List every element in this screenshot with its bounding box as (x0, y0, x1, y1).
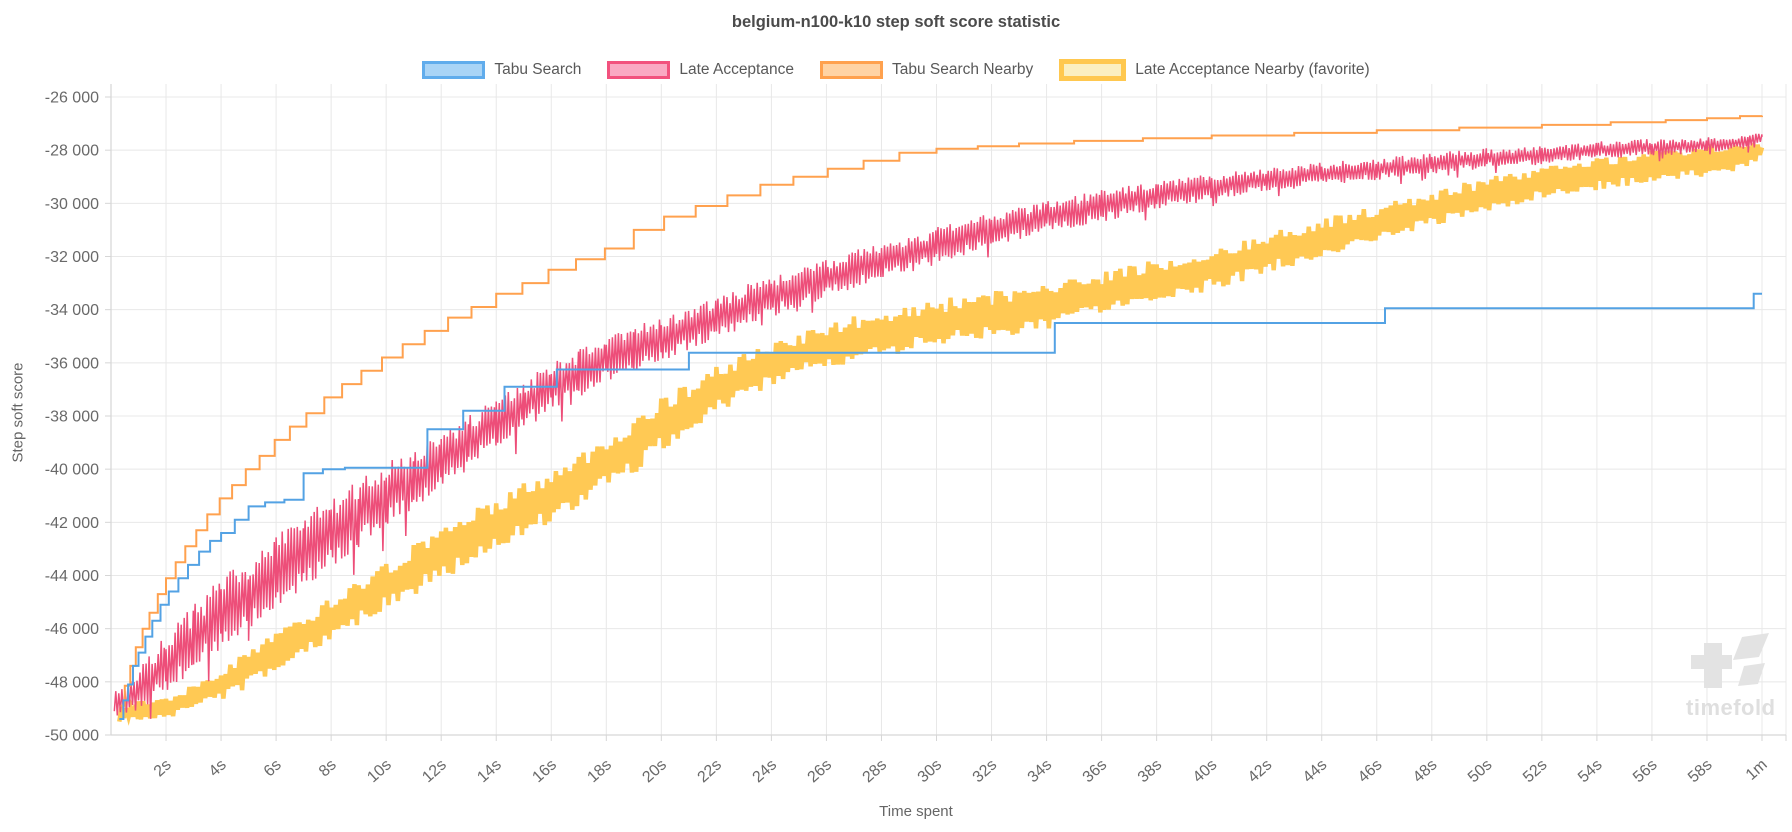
svg-text:4s: 4s (206, 756, 230, 780)
series-tabu-search-nearby (120, 115, 1763, 707)
legend-label: Tabu Search (494, 61, 582, 78)
svg-text:20s: 20s (639, 756, 670, 786)
axis-lines (105, 84, 1787, 741)
svg-text:-50 000: -50 000 (45, 728, 99, 745)
svg-text:10s: 10s (364, 756, 395, 786)
svg-text:-34 000: -34 000 (45, 302, 99, 319)
svg-text:1m: 1m (1743, 756, 1771, 784)
svg-text:-36 000: -36 000 (45, 355, 99, 372)
svg-text:22s: 22s (694, 756, 725, 786)
legend-item-late-acceptance[interactable]: Late Acceptance (607, 61, 794, 79)
svg-text:56s: 56s (1630, 756, 1661, 786)
watermark-label: timefold (1686, 695, 1776, 720)
chart-title: belgium-n100-k10 step soft score statist… (731, 13, 1061, 31)
svg-text:28s: 28s (860, 756, 891, 786)
timefold-logo-icon (1691, 633, 1769, 688)
svg-text:-40 000: -40 000 (45, 462, 99, 479)
svg-text:12s: 12s (419, 756, 450, 786)
svg-text:36s: 36s (1080, 756, 1111, 786)
svg-text:14s: 14s (474, 756, 505, 786)
legend-item-tabu-search[interactable]: Tabu Search (422, 61, 581, 79)
svg-text:-28 000: -28 000 (45, 143, 99, 160)
svg-text:54s: 54s (1575, 756, 1606, 786)
svg-text:-32 000: -32 000 (45, 249, 99, 266)
x-axis-title: Time spent (879, 803, 953, 820)
svg-text:-42 000: -42 000 (45, 515, 99, 532)
legend-label: Late Acceptance (679, 61, 794, 78)
chart-legend: Tabu Search Late Acceptance Tabu Search Ne… (0, 59, 1792, 81)
svg-text:40s: 40s (1190, 756, 1221, 786)
svg-text:44s: 44s (1300, 756, 1331, 786)
svg-text:50s: 50s (1465, 756, 1496, 786)
svg-text:-44 000: -44 000 (45, 568, 99, 585)
legend-label: Tabu Search Nearby (891, 61, 1034, 78)
svg-text:48s: 48s (1410, 756, 1441, 786)
svg-text:8s: 8s (316, 756, 340, 780)
svg-text:-38 000: -38 000 (45, 409, 99, 426)
svg-text:34s: 34s (1025, 756, 1056, 786)
svg-text:2s: 2s (151, 756, 175, 780)
legend-label: Late Acceptance Nearby (favorite) (1135, 61, 1370, 78)
svg-text:24s: 24s (750, 756, 781, 786)
svg-text:32s: 32s (970, 756, 1001, 786)
y-axis-title: Step soft score (9, 362, 27, 463)
svg-text:26s: 26s (805, 756, 836, 786)
svg-text:-48 000: -48 000 (45, 674, 99, 691)
svg-text:-30 000: -30 000 (45, 196, 99, 213)
svg-text:-26 000: -26 000 (45, 90, 99, 107)
svg-text:52s: 52s (1520, 756, 1551, 786)
legend-swatch-icon (819, 61, 883, 79)
svg-text:30s: 30s (915, 756, 946, 786)
series-late-acceptance (113, 133, 1763, 719)
svg-text:-46 000: -46 000 (45, 621, 99, 638)
legend-swatch-icon (422, 61, 486, 79)
legend-swatch-icon (1059, 59, 1127, 81)
svg-text:6s: 6s (261, 756, 285, 780)
legend-swatch-icon (607, 61, 671, 79)
svg-text:16s: 16s (529, 756, 560, 786)
legend-item-tabu-search-nearby[interactable]: Tabu Search Nearby (819, 61, 1034, 79)
svg-text:42s: 42s (1245, 756, 1276, 786)
svg-text:46s: 46s (1355, 756, 1386, 786)
svg-text:38s: 38s (1135, 756, 1166, 786)
svg-text:58s: 58s (1685, 756, 1716, 786)
series-tabu-search (119, 292, 1762, 720)
plot-series (113, 115, 1765, 726)
series-late-acceptance-nearby-favorite- (117, 143, 1765, 726)
legend-item-late-acceptance-nearby-favorite-[interactable]: Late Acceptance Nearby (favorite) (1059, 59, 1370, 81)
svg-text:18s: 18s (584, 756, 615, 786)
